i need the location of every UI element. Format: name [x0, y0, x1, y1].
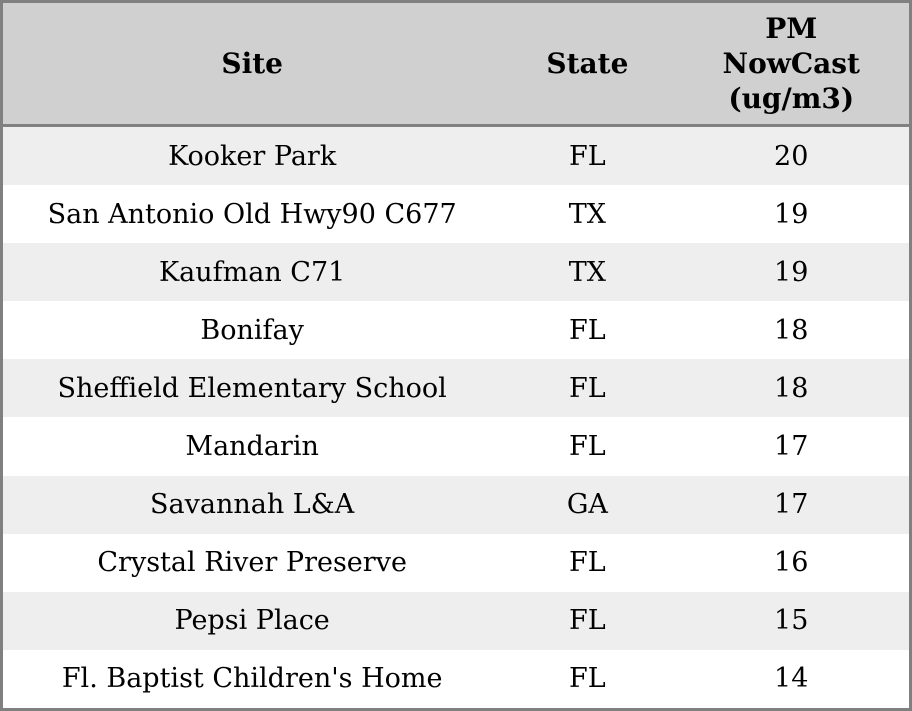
site-cell: Mandarin [185, 431, 319, 463]
table-row: Mandarin FL 17 [3, 417, 909, 476]
state-cell: FL [569, 372, 606, 404]
table-row: Crystal River Preserve FL 16 [3, 533, 909, 592]
table-row: San Antonio Old Hwy90 C677 TX 19 [3, 185, 909, 244]
value-cell: 18 [774, 372, 809, 404]
site-cell: Pepsi Place [174, 605, 330, 637]
state-cell: FL [569, 605, 606, 637]
site-cell: Bonifay [200, 314, 304, 346]
table-row: Pepsi Place FL 15 [3, 591, 909, 650]
column-header-pm-nowcast: PM NowCast (ug/m3) [673, 3, 909, 127]
table-row: Bonifay FL 18 [3, 301, 909, 360]
header-row: Site State PM NowCast (ug/m3) [3, 3, 909, 127]
state-cell: FL [569, 431, 606, 463]
state-cell: TX [568, 256, 606, 288]
site-cell: Sheffield Elementary School [57, 372, 447, 404]
column-header-pm-nowcast-label: PM NowCast (ug/m3) [722, 12, 860, 115]
table-row: Fl. Baptist Children's Home FL 14 [3, 649, 909, 708]
site-cell: Kaufman C71 [158, 256, 346, 288]
value-cell: 18 [774, 314, 809, 346]
state-cell: FL [569, 314, 606, 346]
value-cell: 17 [774, 489, 809, 521]
table-row: Savannah L&A GA 17 [3, 475, 909, 534]
column-header-state: State [501, 3, 674, 127]
table-header: Site State PM NowCast (ug/m3) [3, 3, 909, 127]
site-cell: Kooker Park [168, 140, 337, 172]
value-cell: 15 [774, 605, 809, 637]
column-header-site: Site [3, 3, 502, 127]
value-cell: 17 [774, 431, 809, 463]
site-cell: Fl. Baptist Children's Home [61, 663, 443, 695]
value-cell: 20 [774, 140, 809, 172]
value-cell: 16 [774, 547, 809, 579]
state-cell: FL [569, 140, 606, 172]
table-body: Kooker Park FL 20 San Antonio Old Hwy90 C67… [3, 125, 909, 708]
table-row: Sheffield Elementary School FL 18 [3, 359, 909, 418]
value-cell: 19 [774, 256, 809, 288]
state-cell: TX [568, 198, 606, 230]
state-cell: FL [569, 547, 606, 579]
value-cell: 19 [774, 198, 809, 230]
site-cell: San Antonio Old Hwy90 C677 [47, 198, 457, 230]
table-row: Kaufman C71 TX 19 [3, 243, 909, 302]
state-cell: GA [566, 489, 608, 521]
value-cell: 14 [774, 663, 809, 695]
site-cell: Crystal River Preserve [97, 547, 407, 579]
state-cell: FL [569, 663, 606, 695]
pm-nowcast-table: Site State PM NowCast (ug/m3) Kooker Par… [3, 3, 909, 708]
table-row: Kooker Park FL 20 [3, 125, 909, 186]
site-cell: Savannah L&A [150, 489, 355, 521]
